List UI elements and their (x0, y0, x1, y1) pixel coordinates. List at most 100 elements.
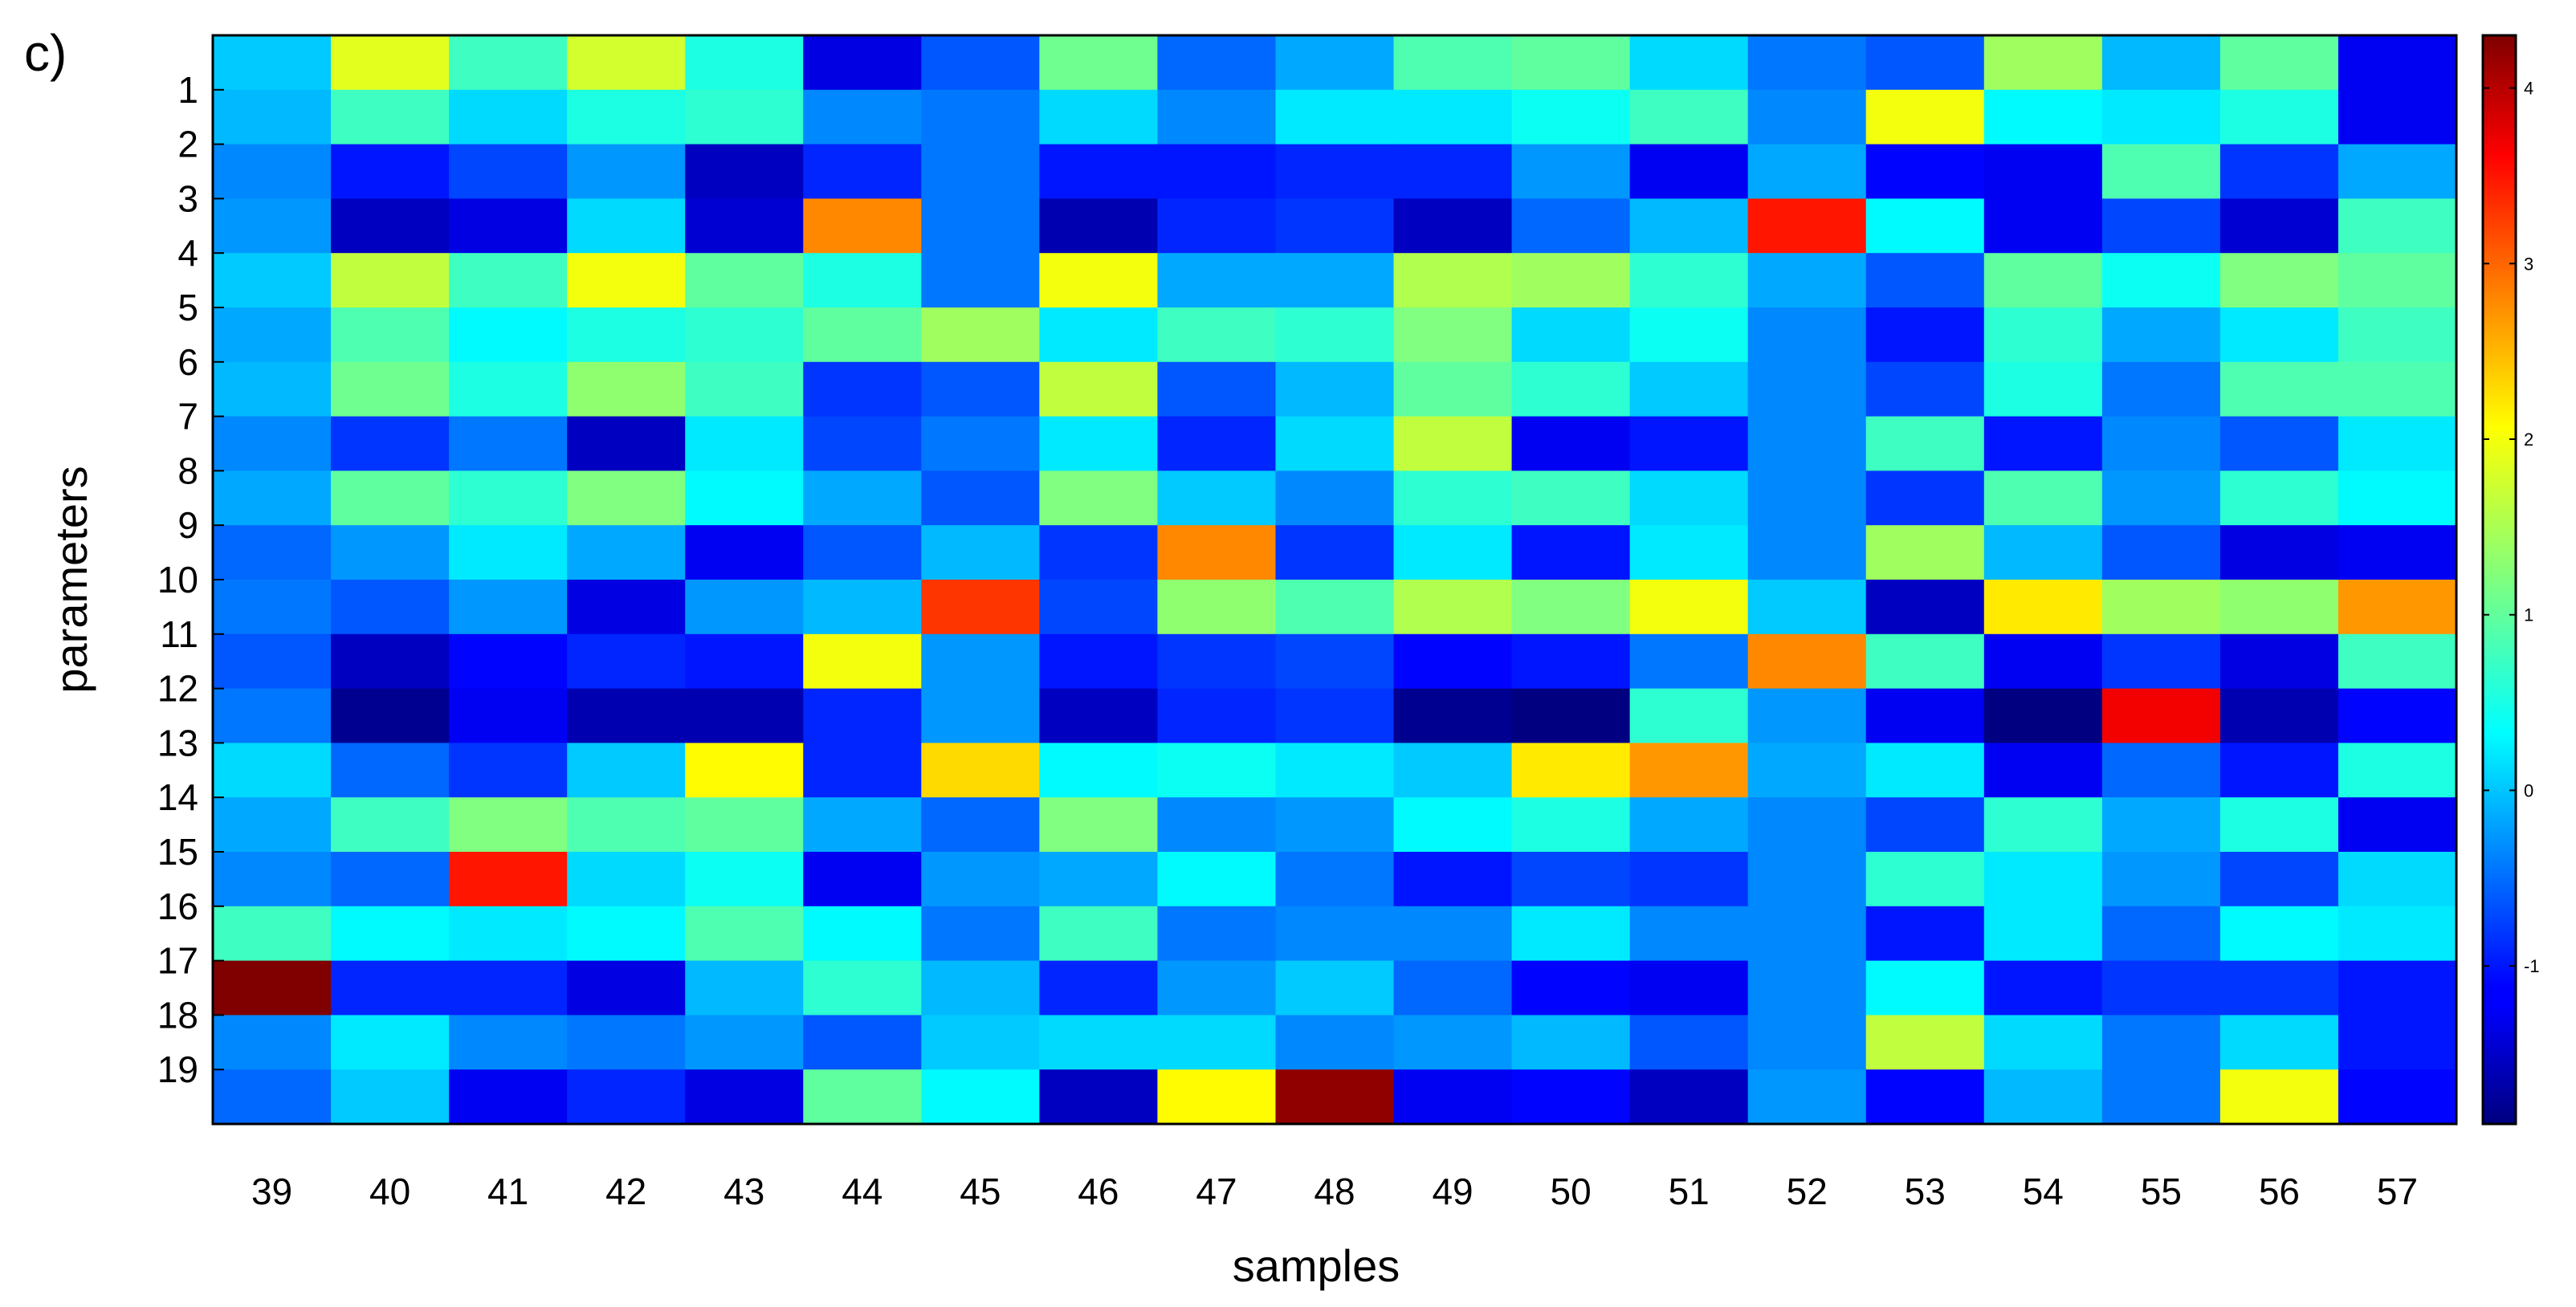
heatmap-cell (1039, 416, 1159, 471)
heatmap-cell (1393, 580, 1513, 635)
heatmap-cell (1983, 198, 2103, 254)
heatmap-cell (685, 633, 804, 690)
y-tick-label: 7 (177, 396, 198, 438)
heatmap-cell (803, 580, 922, 635)
heatmap-cell (685, 1015, 804, 1070)
heatmap-cell (2101, 361, 2221, 417)
x-tick-label: 45 (960, 1171, 1001, 1212)
x-tick-label: 53 (1905, 1171, 1946, 1212)
heatmap-cell (449, 89, 568, 145)
heatmap-cell (2338, 852, 2457, 907)
heatmap-cell (1983, 253, 2103, 308)
y-tick-label: 11 (160, 613, 198, 655)
heatmap-cell (331, 852, 450, 907)
heatmap-cell (2338, 580, 2457, 635)
heatmap-cell (1511, 416, 1631, 471)
heatmap-cell (1157, 743, 1277, 798)
heatmap-cell (1157, 35, 1277, 91)
heatmap-cell (685, 307, 804, 363)
heatmap-cell (1275, 688, 1395, 743)
heatmap-cell (1039, 525, 1159, 580)
heatmap-cell (331, 960, 450, 1016)
heatmap-cell (2219, 35, 2339, 91)
heatmap-cell (1747, 906, 1867, 962)
heatmap-cell (1275, 743, 1395, 798)
heatmap-cell (567, 960, 686, 1016)
heatmap-cell (1865, 253, 1985, 308)
heatmap-cell (1039, 1069, 1159, 1125)
heatmap-cell (1629, 688, 1749, 743)
y-tick-label: 13 (157, 722, 198, 763)
heatmap-cell (449, 253, 568, 308)
heatmap-cell (1039, 960, 1159, 1016)
colorbar-tick-label: 0 (2524, 780, 2533, 800)
heatmap-cell (921, 906, 1040, 962)
heatmap-cell (2101, 797, 2221, 853)
heatmap-cell (1629, 307, 1749, 363)
y-tick-label: 8 (177, 450, 198, 491)
heatmap-cell (1039, 89, 1159, 145)
colorbar-tick-label: 2 (2524, 430, 2533, 450)
heatmap-cell (2338, 144, 2457, 199)
heatmap-cell (449, 35, 568, 91)
heatmap-cell (2338, 89, 2457, 145)
heatmap-cell (1865, 1069, 1985, 1125)
heatmap-cell (1039, 35, 1159, 91)
heatmap-cell (2219, 633, 2339, 690)
heatmap-cell (1157, 688, 1277, 743)
heatmap-cell (803, 361, 922, 417)
heatmap-cell (449, 906, 568, 962)
colorbar-ticks: -1 0 1 2 3 4 (2483, 79, 2540, 976)
heatmap-cell (213, 960, 332, 1016)
heatmap-cell (685, 797, 804, 853)
heatmap-cell (1039, 906, 1159, 962)
heatmap-cell (2101, 688, 2221, 743)
heatmap-cell (2219, 253, 2339, 308)
heatmap-cell (1983, 307, 2103, 363)
heatmap-cell (449, 470, 568, 526)
heatmap-cell (1747, 688, 1867, 743)
x-tick-label: 40 (369, 1171, 410, 1212)
heatmap-cell (449, 852, 568, 907)
heatmap-cell (1629, 35, 1749, 91)
heatmap-cell (213, 906, 332, 962)
heatmap-cell (803, 743, 922, 798)
heatmap-cell (1511, 307, 1631, 363)
heatmap-cell (921, 688, 1040, 743)
heatmap-cell (803, 852, 922, 907)
heatmap-cell (803, 144, 922, 199)
heatmap-cell (1983, 906, 2103, 962)
heatmap-cell (1983, 144, 2103, 199)
heatmap-cell (567, 361, 686, 417)
heatmap-cell (331, 633, 450, 690)
heatmap-cell (1629, 852, 1749, 907)
heatmap-cell (567, 307, 686, 363)
heatmap-cell (1039, 852, 1159, 907)
heatmap-cell (1629, 580, 1749, 635)
heatmap-cell (921, 144, 1040, 199)
heatmap-cell (1747, 416, 1867, 471)
heatmap-cell (1747, 470, 1867, 526)
x-tick-label: 41 (487, 1171, 528, 1212)
heatmap-cell (1865, 361, 1985, 417)
heatmap-cell (1511, 797, 1631, 853)
heatmap-cell (2101, 906, 2221, 962)
heatmap-cell (1983, 797, 2103, 853)
heatmap-cell (803, 253, 922, 308)
heatmap-cell (213, 35, 332, 91)
x-tick-label: 54 (2023, 1171, 2064, 1212)
heatmap-cell (449, 307, 568, 363)
heatmap-cell (803, 960, 922, 1016)
heatmap-cell (1865, 144, 1985, 199)
heatmap-cell (1157, 1015, 1277, 1070)
heatmap-cell (1393, 253, 1513, 308)
heatmap-cell (567, 253, 686, 308)
heatmap-cell (921, 1069, 1040, 1125)
heatmap-cell (449, 797, 568, 853)
heatmap-cell (2219, 198, 2339, 254)
heatmap-cell (2101, 1015, 2221, 1070)
heatmap-cell (2219, 470, 2339, 526)
heatmap-cell (803, 1015, 922, 1070)
heatmap-cell (1865, 960, 1985, 1016)
heatmap-cell (1157, 198, 1277, 254)
